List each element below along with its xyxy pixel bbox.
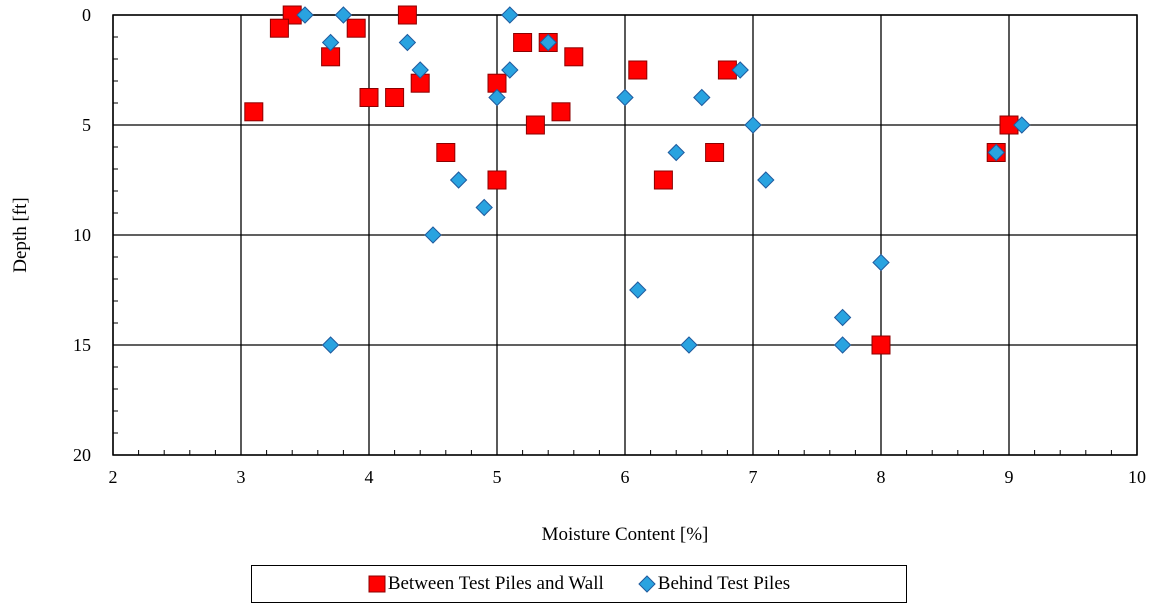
- series-behind-piles: [296, 6, 1031, 354]
- diamond-data-point: [296, 6, 314, 24]
- square-data-point: [513, 33, 533, 52]
- y-tick-label: 15: [73, 335, 91, 355]
- x-tick-label: 5: [493, 467, 502, 487]
- diamond-data-point: [1013, 116, 1031, 134]
- diamond-data-point: [488, 88, 506, 107]
- square-data-point: [359, 88, 379, 107]
- diamond-data-point: [449, 171, 468, 189]
- x-tick-label: 2: [109, 467, 118, 487]
- diamond-data-point: [744, 116, 762, 134]
- x-axis-tick-labels: 2 3 4 5 6 7 8 9 10: [109, 467, 1147, 487]
- diamond-data-point: [616, 88, 634, 107]
- diamond-data-point: [693, 88, 711, 107]
- y-tick-label: 0: [82, 5, 91, 25]
- square-data-point: [525, 115, 545, 135]
- legend-label-behind: Behind Test Piles: [657, 573, 791, 594]
- square-data-point: [487, 170, 507, 190]
- diamond-data-point: [833, 308, 852, 327]
- diamond-data-point: [501, 6, 519, 24]
- legend-entry-behind: Behind Test Piles: [638, 573, 790, 595]
- diamond-data-point: [872, 253, 890, 272]
- data-points: [244, 5, 1031, 355]
- y-tick-label: 10: [73, 225, 91, 245]
- square-data-point: [397, 5, 417, 25]
- x-tick-label: 8: [877, 467, 886, 487]
- legend-entry-between: Between Test Piles and Wall: [368, 573, 604, 595]
- square-marker-icon: [368, 575, 386, 593]
- x-axis-label: Moisture Content [%]: [542, 524, 709, 545]
- diamond-data-point: [501, 61, 519, 79]
- diamond-marker-icon: [638, 575, 656, 593]
- diamond-data-point: [411, 61, 429, 79]
- scatter-chart: 2 3 4 5 6 7 8 9 10 0 5 10 15 20 Moisture Content [%]…: [10, 5, 1147, 545]
- square-data-point: [385, 88, 405, 107]
- square-data-point: [871, 335, 891, 355]
- diamond-data-point: [475, 198, 493, 217]
- square-data-point: [551, 102, 571, 122]
- chart-legend: Between Test Piles and Wall Behind Test …: [251, 565, 907, 603]
- diamond-data-point: [731, 61, 749, 79]
- diamond-data-point: [321, 33, 340, 52]
- grid-lines: [112, 14, 1138, 456]
- series-between-piles-wall: [244, 5, 1019, 355]
- x-tick-label: 9: [1005, 467, 1014, 487]
- x-tick-label: 3: [237, 467, 246, 487]
- square-data-point: [244, 102, 264, 122]
- y-tick-label: 5: [82, 115, 91, 135]
- x-tick-label: 6: [621, 467, 630, 487]
- y-axis-label: Depth [ft]: [10, 197, 31, 272]
- diamond-data-point: [833, 336, 852, 354]
- diamond-data-point: [539, 33, 557, 52]
- diamond-data-point: [398, 33, 417, 52]
- diamond-data-point: [321, 336, 340, 354]
- square-data-point: [705, 143, 725, 162]
- diamond-data-point: [334, 6, 353, 24]
- square-data-point: [628, 60, 648, 80]
- legend-label-between: Between Test Piles and Wall: [387, 573, 604, 594]
- x-tick-label: 4: [365, 467, 374, 487]
- x-tick-label: 10: [1128, 467, 1146, 487]
- diamond-data-point: [667, 143, 685, 162]
- square-data-point: [346, 18, 366, 38]
- diamond-data-point: [680, 336, 698, 354]
- diamond-data-point: [424, 226, 442, 244]
- square-data-point: [269, 18, 289, 38]
- y-axis-tick-labels: 0 5 10 15 20: [73, 5, 91, 465]
- minor-ticks: [112, 14, 1138, 456]
- diamond-data-point: [757, 171, 775, 189]
- square-data-point: [653, 170, 673, 190]
- y-tick-label: 20: [73, 445, 91, 465]
- square-data-point: [436, 143, 456, 162]
- square-data-point: [564, 47, 584, 67]
- diamond-data-point: [987, 143, 1005, 162]
- plot-area-frame: [112, 14, 1138, 456]
- x-tick-label: 7: [749, 467, 758, 487]
- diamond-data-point: [629, 281, 647, 299]
